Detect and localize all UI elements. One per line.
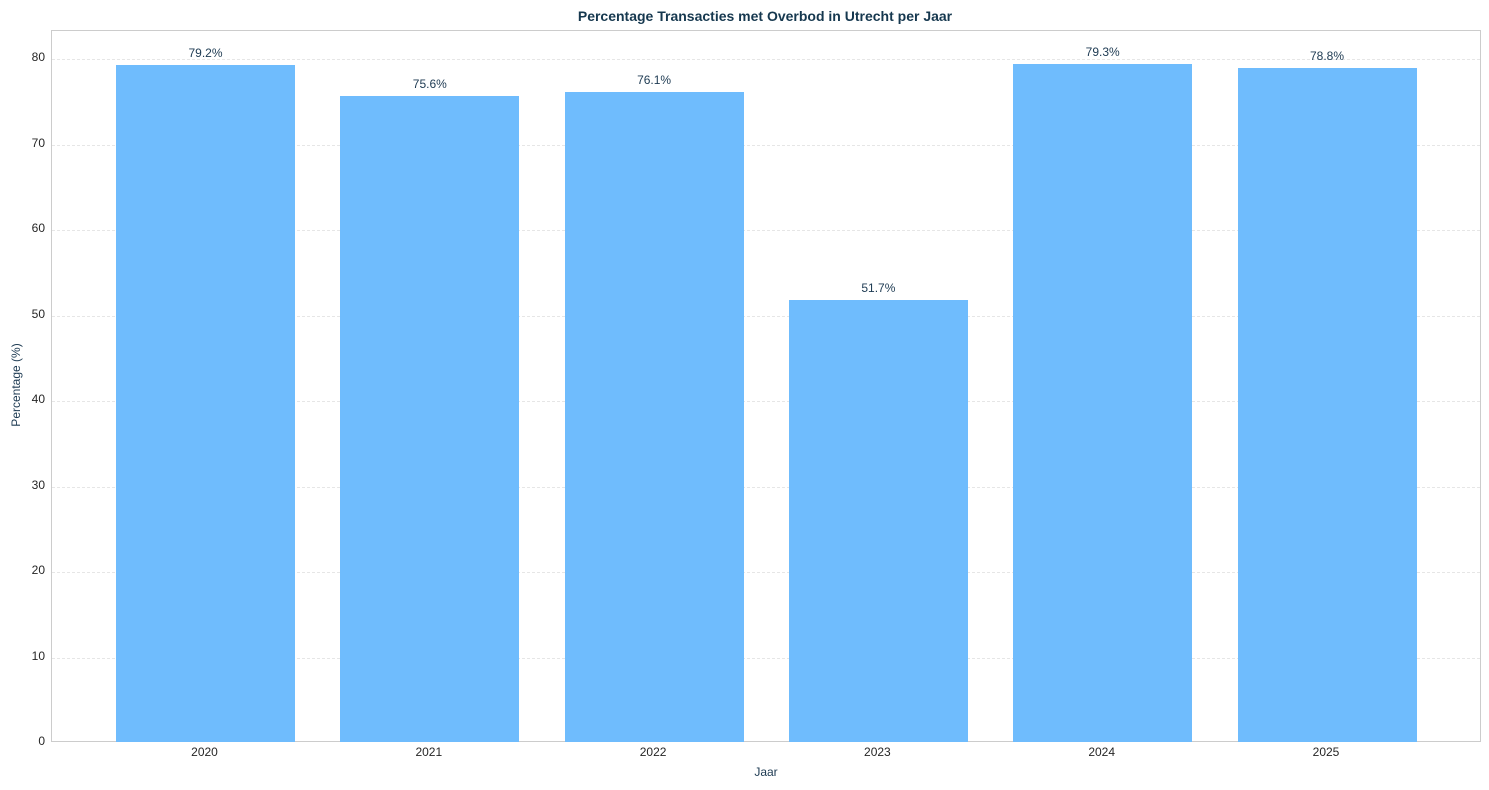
plot-area: 79.2% 75.6% 76.1% 51.7% 79.3% 78.8% — [51, 30, 1481, 742]
value-label: 76.1% — [637, 72, 672, 87]
x-axis-label: Jaar — [754, 765, 778, 779]
gridline — [52, 486, 1480, 488]
bar-2023 — [788, 300, 968, 742]
bar-2025 — [1237, 68, 1417, 742]
x-tick-label: 2020 — [191, 745, 218, 759]
y-tick-label: 80 — [31, 50, 45, 65]
x-tick-label: 2025 — [1312, 745, 1340, 759]
x-tick-label: 2023 — [864, 745, 891, 759]
gridline — [52, 230, 1480, 232]
y-tick-label: 30 — [31, 477, 45, 492]
gridline — [52, 657, 1480, 659]
value-label: 75.6% — [412, 76, 447, 91]
y-tick-label: 40 — [31, 392, 45, 407]
value-label: 79.2% — [188, 46, 223, 61]
bar-2021 — [340, 95, 520, 742]
value-label: 51.7% — [861, 281, 896, 296]
bar-2020 — [116, 65, 295, 742]
y-tick-label: 20 — [31, 563, 45, 578]
gridline — [52, 59, 1480, 61]
y-axis-label: Percentage (%) — [9, 343, 23, 427]
gridline — [52, 144, 1480, 146]
bar-2024 — [1013, 64, 1193, 742]
y-tick-label: 60 — [31, 221, 45, 236]
value-label: 78.8% — [1309, 49, 1345, 64]
gridline — [52, 572, 1480, 574]
x-tick-label: 2024 — [1088, 745, 1116, 759]
y-tick-label: 0 — [38, 734, 45, 748]
y-tick-label: 70 — [31, 135, 45, 150]
y-tick-label: 50 — [31, 306, 45, 321]
bar-2022 — [564, 91, 744, 742]
value-label: 79.3% — [1085, 45, 1120, 60]
chart-title: Percentage Transacties met Overbod in Ut… — [577, 8, 953, 24]
x-tick-label: 2022 — [639, 745, 667, 759]
gridline — [52, 315, 1480, 317]
y-tick-label: 10 — [31, 648, 45, 663]
gridline — [52, 401, 1480, 403]
x-tick-label: 2021 — [415, 745, 443, 759]
